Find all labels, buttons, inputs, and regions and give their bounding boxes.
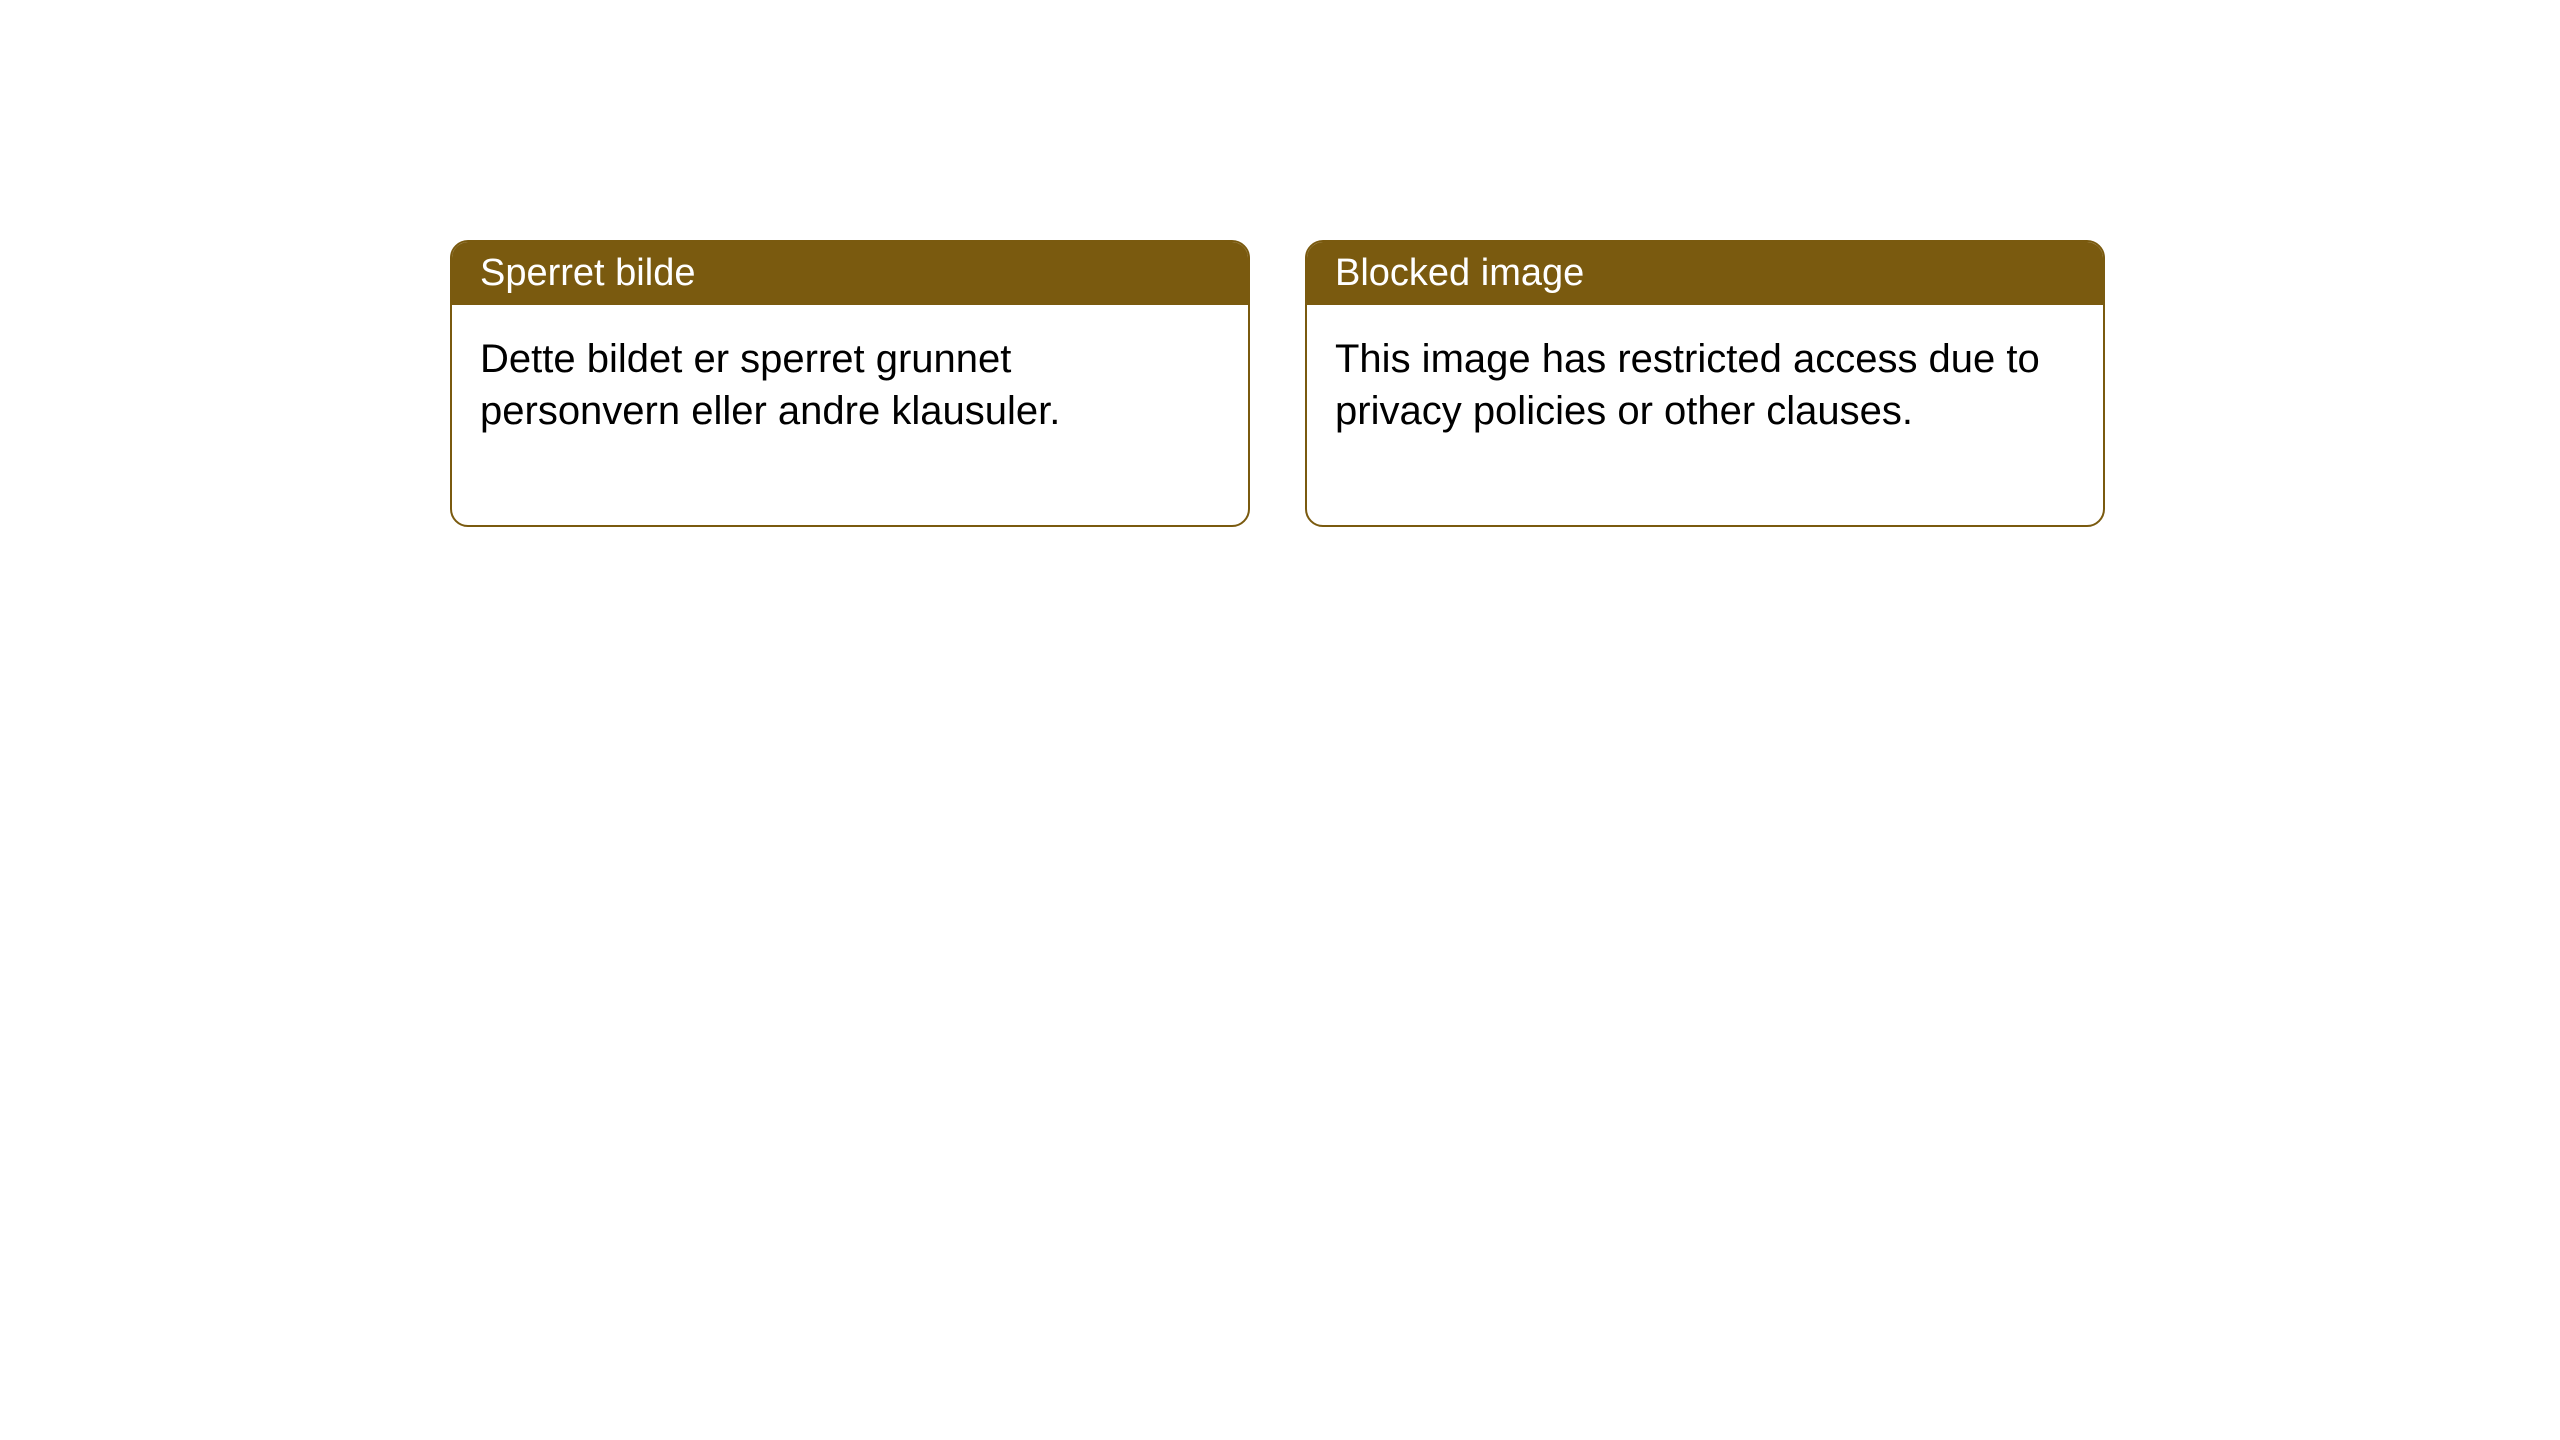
notice-title: Sperret bilde [480, 252, 695, 294]
notice-body-norwegian: Dette bildet er sperret grunnet personve… [452, 305, 1248, 525]
notice-body-text: Dette bildet er sperret grunnet personve… [480, 337, 1060, 433]
notice-header-norwegian: Sperret bilde [452, 242, 1248, 305]
notice-body-text: This image has restricted access due to … [1335, 337, 2040, 433]
notice-container: Sperret bilde Dette bildet er sperret gr… [450, 240, 2560, 527]
notice-header-english: Blocked image [1307, 242, 2103, 305]
notice-title: Blocked image [1335, 252, 1584, 294]
notice-body-english: This image has restricted access due to … [1307, 305, 2103, 525]
notice-box-english: Blocked image This image has restricted … [1305, 240, 2105, 527]
notice-box-norwegian: Sperret bilde Dette bildet er sperret gr… [450, 240, 1250, 527]
